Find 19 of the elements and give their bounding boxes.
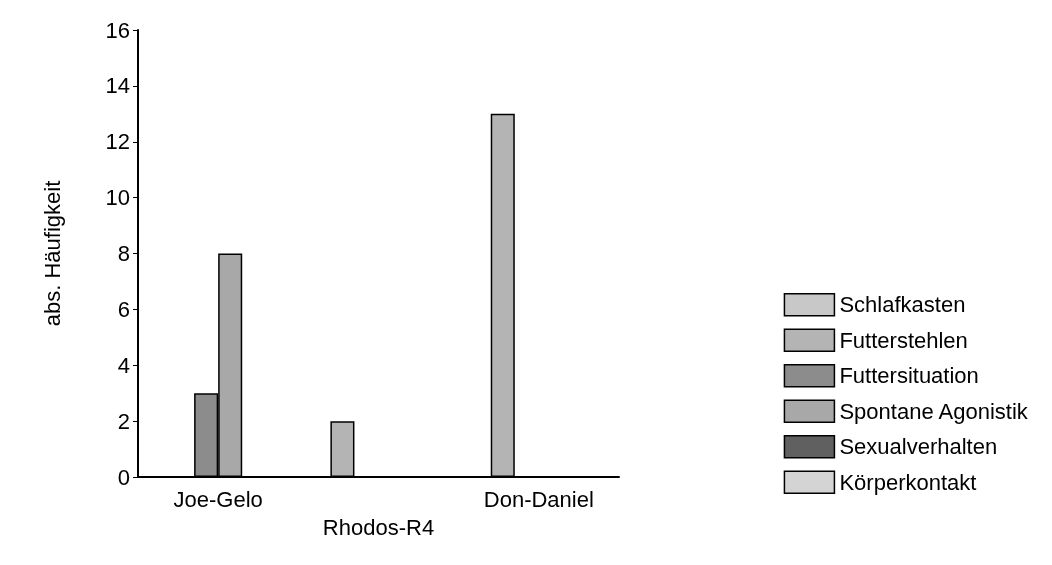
legend-label: Sexualverhalten (839, 434, 998, 460)
y-tick-label: 0 (117, 464, 130, 490)
legend-label: Futtersituation (839, 363, 979, 389)
legend-label: Schlafkasten (839, 292, 966, 318)
y-tick-label: 10 (105, 185, 130, 211)
x-tick-label: Rhodos-R4 (322, 514, 435, 540)
y-tick-label: 12 (105, 129, 130, 155)
x-tick-label: Joe-Gelo (173, 486, 263, 512)
legend-label: Körperkontakt (839, 469, 977, 495)
y-tick-label: 6 (117, 296, 130, 322)
x-tick-label: Don-Daniel (483, 486, 594, 512)
legend-label: Futterstehlen (839, 327, 968, 353)
legend-label: Spontane Agonistik (839, 398, 1029, 424)
y-tick-label: 14 (105, 73, 130, 99)
y-tick-label: 2 (117, 408, 130, 434)
y-tick-label: 4 (117, 352, 130, 378)
y-tick-label: 16 (105, 17, 130, 43)
y-axis-title: abs. Häufigkeit (39, 180, 65, 327)
y-tick-label: 8 (117, 241, 130, 266)
